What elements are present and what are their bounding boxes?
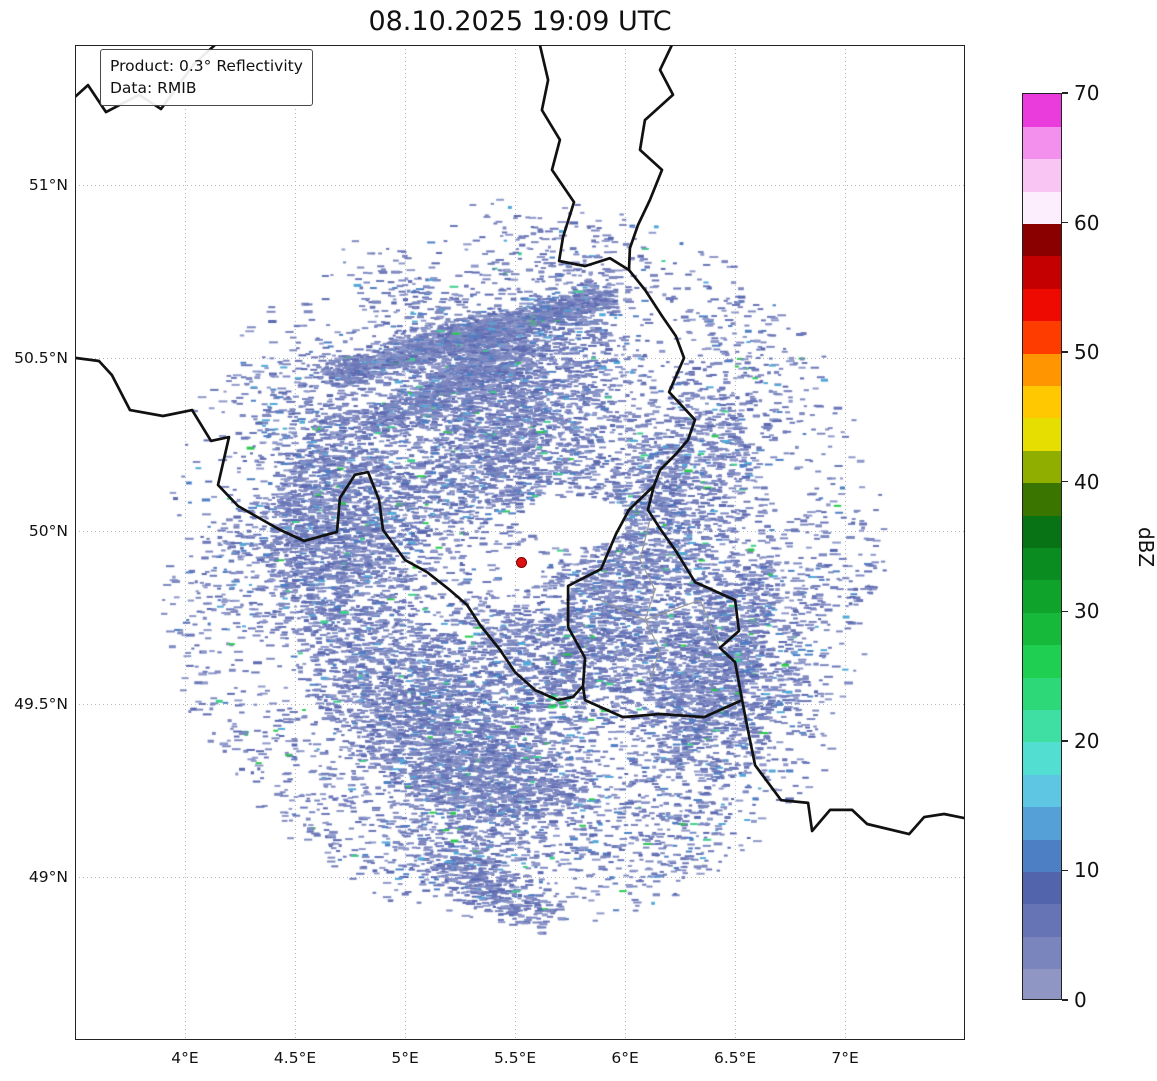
colorbar-segment xyxy=(1023,903,1061,937)
x-tick-label: 5°E xyxy=(391,1049,419,1067)
colorbar-segment xyxy=(1023,741,1061,775)
colorbar-tick-label: 0 xyxy=(1074,988,1087,1012)
map-plot: Product: 0.3° Reflectivity Data: RMIB xyxy=(75,45,965,1040)
colorbar-segment xyxy=(1023,190,1061,225)
colorbar-segment xyxy=(1023,352,1061,387)
colorbar-segment xyxy=(1023,514,1061,548)
colorbar-segment xyxy=(1023,417,1061,451)
colorbar-segment xyxy=(1023,870,1061,905)
colorbar-segment xyxy=(1023,579,1061,613)
colorbar-tick-mark xyxy=(1062,740,1068,742)
colorbar-unit-label: dBZ xyxy=(1134,526,1157,567)
colorbar-tick-label: 20 xyxy=(1074,728,1100,753)
colorbar-tick-label: 60 xyxy=(1074,210,1100,235)
colorbar-tick-mark xyxy=(1062,610,1068,613)
colorbar-tick-mark xyxy=(1062,480,1068,483)
x-tick-label: 4.5°E xyxy=(273,1049,317,1067)
colorbar-segment xyxy=(1023,838,1061,872)
colorbar-segment xyxy=(1023,94,1061,127)
national-border-line xyxy=(740,698,965,836)
national-border-line xyxy=(566,484,744,719)
colorbar-tick-label: 40 xyxy=(1074,469,1100,494)
colorbar-tick-label: 50 xyxy=(1074,340,1100,365)
colorbar-tick-mark xyxy=(1062,351,1068,353)
x-tick-label: 6.5°E xyxy=(713,1049,757,1067)
colorbar-segment xyxy=(1023,708,1061,743)
colorbar-segment xyxy=(1023,644,1061,678)
product-label: Product: 0.3° Reflectivity xyxy=(110,57,303,75)
product-info-box: Product: 0.3° Reflectivity Data: RMIB xyxy=(100,49,313,106)
y-tick-label: 49°N xyxy=(28,868,68,887)
y-tick-label: 49.5°N xyxy=(14,695,68,714)
colorbar-segment xyxy=(1023,449,1061,484)
colorbar-segment xyxy=(1023,125,1061,160)
colorbar-segment xyxy=(1023,223,1061,257)
colorbar-tick-label: 30 xyxy=(1074,599,1100,624)
colorbar-segment xyxy=(1023,676,1061,710)
colorbar-tick-mark xyxy=(1062,999,1068,1001)
colorbar-segment xyxy=(1023,320,1061,354)
colorbar-tick-mark xyxy=(1062,92,1068,94)
colorbar-segment xyxy=(1023,968,1061,999)
national-border-line xyxy=(75,356,585,702)
colorbar-tick-label: 10 xyxy=(1074,858,1100,883)
figure-title: 08.10.2025 19:09 UTC xyxy=(368,6,672,37)
y-tick-label: 50.5°N xyxy=(14,349,68,368)
colorbar-segment xyxy=(1023,255,1061,289)
regional-border-line xyxy=(639,519,661,681)
national-border-line xyxy=(538,45,631,272)
colorbar-segment xyxy=(1023,158,1061,192)
colorbar-scale xyxy=(1022,93,1062,1000)
colorbar-segment xyxy=(1023,773,1061,808)
country-borders-layer xyxy=(75,45,965,836)
national-border-line xyxy=(627,268,697,488)
x-tick-label: 5.5°E xyxy=(493,1049,537,1067)
colorbar-segment xyxy=(1023,482,1061,516)
colorbar-segment xyxy=(1023,547,1061,581)
y-tick-label: 51°N xyxy=(28,176,68,195)
radar-site-marker xyxy=(516,556,528,568)
colorbar-tick-mark xyxy=(1062,869,1068,872)
colorbar-segment xyxy=(1023,935,1061,970)
y-tick-label: 50°N xyxy=(28,522,68,541)
x-tick-label: 4°E xyxy=(171,1049,199,1067)
colorbar-segment xyxy=(1023,611,1061,646)
colorbar-tick-mark xyxy=(1062,221,1068,224)
x-tick-label: 6°E xyxy=(611,1049,639,1067)
colorbar-tick-label: 70 xyxy=(1074,81,1100,105)
data-source-label: Data: RMIB xyxy=(110,79,197,98)
colorbar-segment xyxy=(1023,385,1061,419)
colorbar-segment xyxy=(1023,806,1061,840)
colorbar-segment xyxy=(1023,287,1061,322)
regional-border-line xyxy=(599,599,721,649)
radar-echo-layer xyxy=(75,45,965,1040)
national-border-line xyxy=(627,45,675,272)
x-tick-label: 7°E xyxy=(831,1049,859,1067)
